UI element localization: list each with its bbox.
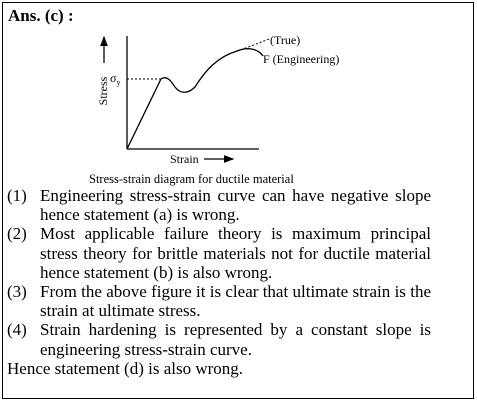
- item-number: (4): [7, 320, 27, 340]
- conclusion: Hence statement (d) is also wrong.: [7, 358, 244, 378]
- item-number: (3): [7, 282, 27, 302]
- list-item: (4) Strain hardening is represented by a …: [7, 320, 431, 358]
- item-number: (1): [7, 186, 27, 205]
- engineering-label: F (Engineering): [263, 52, 339, 66]
- answer-list: (1) Engineering stress-strain curve can h…: [7, 186, 431, 378]
- list-item: (3) From the above figure it is clear tha…: [7, 282, 431, 320]
- item-text: Strain hardening is represented by a con…: [40, 320, 431, 359]
- true-curve: [236, 38, 270, 52]
- item-text: Most applicable failure theory is maximu…: [40, 224, 431, 282]
- item-text: From the above figure it is clear that u…: [40, 282, 431, 321]
- list-item: (1) Engineering stress-strain curve can h…: [7, 186, 431, 224]
- answer-box: Ans. (c) : Stress σy (True) F (Engineeri…: [2, 2, 474, 399]
- yield-symbol: σ: [110, 71, 117, 85]
- true-label: (True): [270, 33, 300, 47]
- x-axis-label: Strain: [170, 152, 199, 166]
- engineering-curve: [126, 48, 264, 150]
- diagram-caption: Stress-strain diagram for ductile materi…: [89, 172, 294, 186]
- yield-subscript: y: [116, 78, 120, 87]
- stress-strain-diagram: Stress σy (True) F (Engineering) Strain …: [89, 33, 339, 186]
- list-item: (2) Most applicable failure theory is max…: [7, 224, 431, 282]
- yield-label: σy: [110, 71, 120, 87]
- item-number: (2): [7, 224, 27, 244]
- y-axis-label: Stress: [96, 76, 110, 105]
- item-text: Engineering stress-strain curve can have…: [40, 186, 431, 225]
- answer-title: Ans. (c) :: [8, 6, 74, 25]
